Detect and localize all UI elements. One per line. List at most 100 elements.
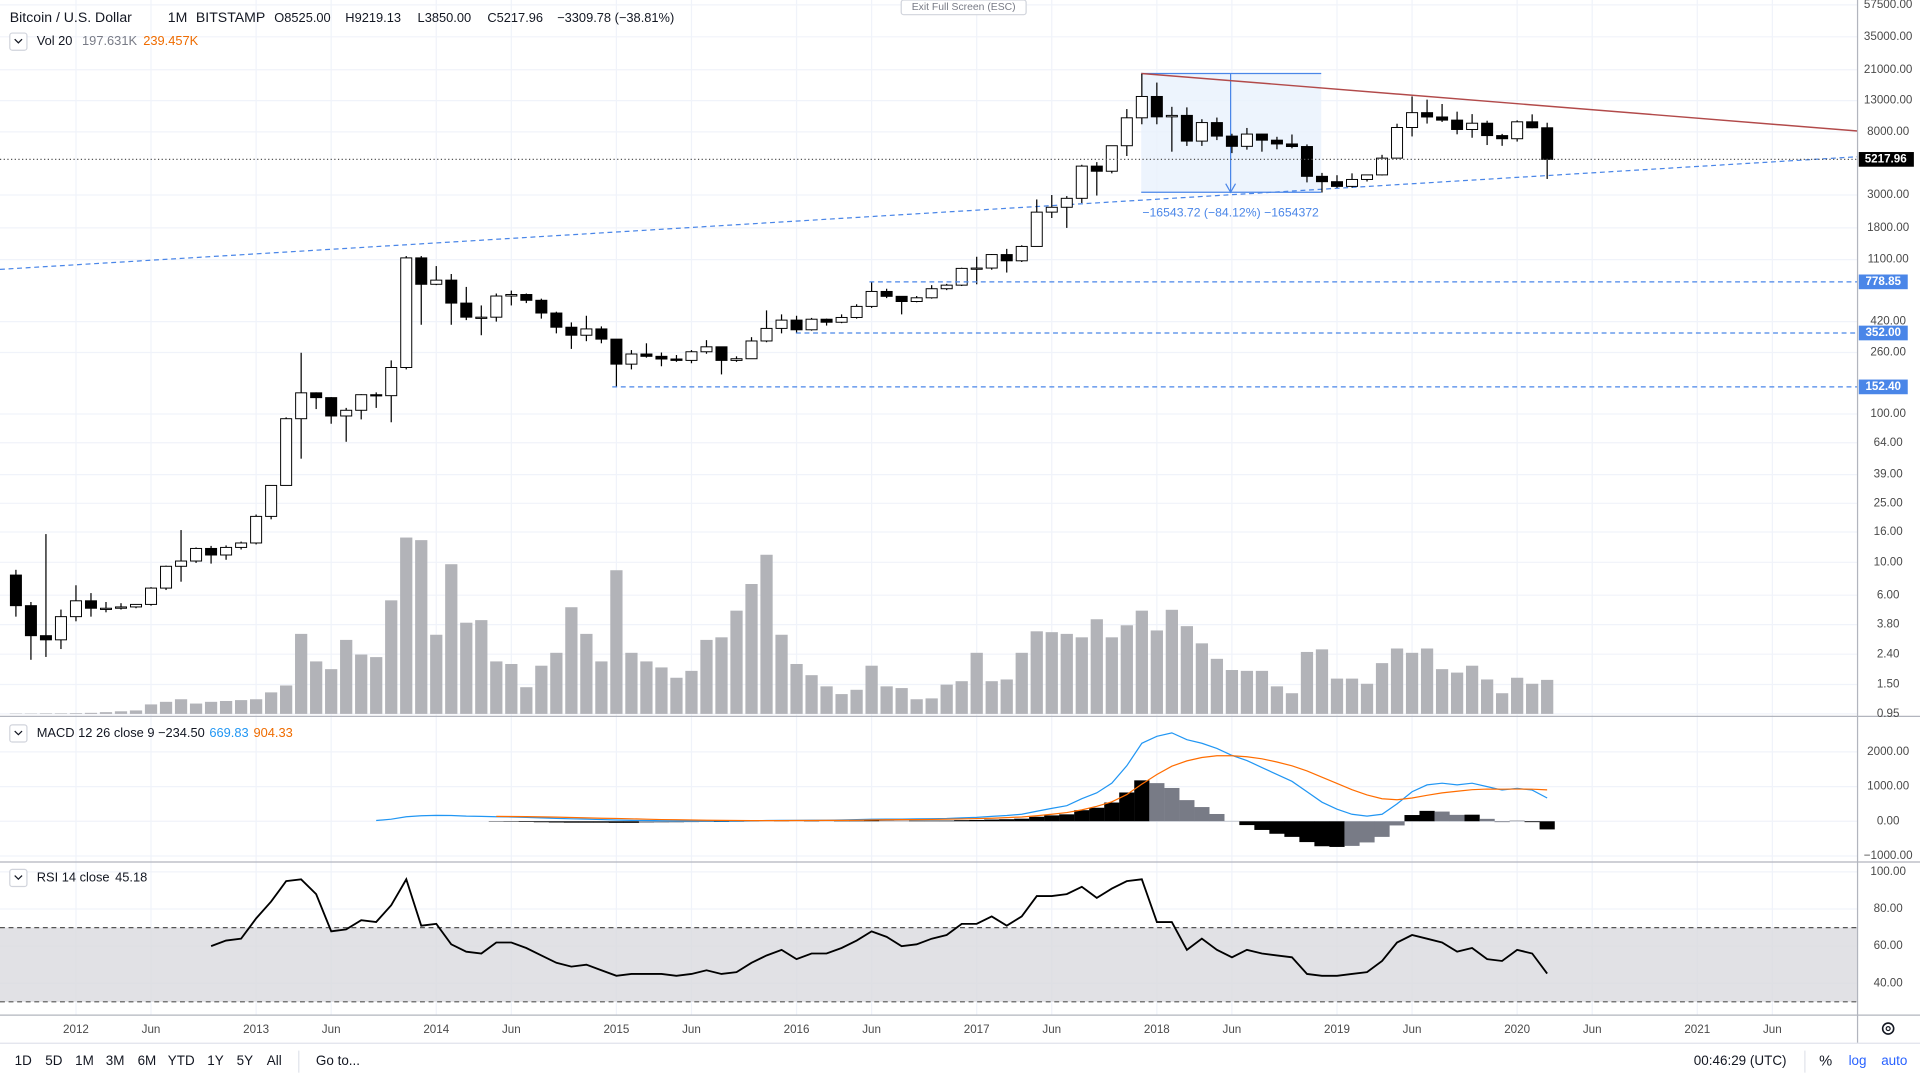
range-button[interactable]: 3M xyxy=(106,1053,125,1068)
candle-body xyxy=(1330,181,1343,187)
last-price-label: 5217.96 xyxy=(1865,152,1908,165)
volume-bar xyxy=(1120,625,1133,714)
volume-bar xyxy=(580,633,593,714)
x-tick-label: Jun xyxy=(1763,1023,1782,1036)
macd-histogram-bar xyxy=(623,821,640,823)
interval: 1M xyxy=(168,9,188,25)
y-tick-label: 100.00 xyxy=(1870,865,1906,878)
candle-body xyxy=(1120,117,1133,147)
candle-body xyxy=(625,353,638,365)
volume-bar xyxy=(1375,663,1389,714)
y-tick-label: 0.95 xyxy=(1877,707,1900,720)
y-tick-label: 13000.00 xyxy=(1864,94,1913,107)
candle-body xyxy=(1090,165,1103,172)
y-tick-label: 35000.00 xyxy=(1864,30,1913,43)
exit-fullscreen-button[interactable] xyxy=(900,0,1027,16)
volume-bar xyxy=(1240,670,1254,714)
x-tick-label: 2021 xyxy=(1684,1023,1710,1036)
goto-button[interactable]: Go to... xyxy=(316,1053,360,1068)
macd-histogram-bar xyxy=(1239,821,1255,826)
volume-bar xyxy=(745,583,758,714)
x-tick-label: Jun xyxy=(1223,1023,1242,1036)
toolbar: 1D 5D 1M 3M 6M YTD 1Y 5Y All xyxy=(15,1053,282,1068)
volume-bar xyxy=(69,713,83,714)
collapse-button[interactable] xyxy=(9,868,28,888)
candle-body xyxy=(1315,175,1328,183)
macd-histogram-bar xyxy=(1119,792,1135,822)
volume-bar xyxy=(655,667,668,714)
candle-body xyxy=(610,338,623,365)
range-button[interactable]: 6M xyxy=(138,1053,157,1068)
range-button[interactable]: 5D xyxy=(45,1053,62,1068)
volume-bar xyxy=(970,652,983,714)
y-tick-label: 40.00 xyxy=(1874,976,1904,989)
macd-histogram-bar xyxy=(1314,821,1330,847)
volume-bar xyxy=(790,663,803,714)
volume-bar xyxy=(340,639,353,714)
candle-body xyxy=(99,607,112,610)
volume-bar xyxy=(805,675,818,714)
volume-bar xyxy=(1345,678,1359,714)
macd-histogram-bar xyxy=(653,821,670,823)
macd-histogram-bar xyxy=(954,820,970,822)
volume-bar xyxy=(535,665,548,714)
volume-bar xyxy=(595,661,608,714)
candle-body xyxy=(805,318,818,331)
percent-toggle[interactable]: % xyxy=(1819,1054,1832,1070)
settings-gear[interactable] xyxy=(1881,1022,1895,1035)
volume-bar xyxy=(460,622,473,714)
log-toggle[interactable]: log xyxy=(1849,1053,1867,1068)
macd-histogram-bar xyxy=(849,820,865,822)
auto-toggle[interactable]: auto xyxy=(1881,1053,1907,1068)
level-tag xyxy=(1858,325,1908,341)
candle-body xyxy=(355,394,368,411)
settings-gear-center[interactable] xyxy=(1885,1026,1891,1032)
candle-body xyxy=(460,302,473,318)
volume-bar xyxy=(310,661,323,714)
volume-bar xyxy=(955,681,968,714)
y-tick-label: 3.80 xyxy=(1877,618,1900,631)
candle-body xyxy=(1466,122,1479,130)
level-tag-label: 352.00 xyxy=(1865,326,1901,339)
candle-body xyxy=(1210,122,1223,137)
chevron-icon xyxy=(14,38,23,44)
candle-body xyxy=(1015,245,1028,262)
settings-icon[interactable] xyxy=(1881,1022,1895,1035)
candle-body xyxy=(535,299,548,314)
y-tick-label: 64.00 xyxy=(1874,436,1904,449)
chevron-icon xyxy=(14,730,23,736)
volume-bar xyxy=(715,637,728,714)
grid xyxy=(0,0,1858,1016)
symbol: Bitcoin / U.S. Dollar xyxy=(10,9,132,25)
volume-bar xyxy=(385,600,398,714)
collapse-button[interactable] xyxy=(9,32,28,51)
macd-histogram-bar xyxy=(1074,810,1090,822)
macd-histogram-bar xyxy=(1149,783,1165,822)
candle-body xyxy=(1195,122,1208,142)
range-button[interactable]: YTD xyxy=(168,1053,195,1068)
range-button[interactable]: 5Y xyxy=(237,1053,253,1068)
candle-body xyxy=(1526,121,1539,129)
candle-body xyxy=(190,547,203,562)
macd-histogram-bar xyxy=(1434,811,1450,822)
y-tick-label: 1100.00 xyxy=(1868,253,1910,266)
axes: 2012 Jun 2013 Jun 2014 Jun 2015 Jun 2016 Jun 2017 J… xyxy=(63,0,1914,1036)
exit-fullscreen-label[interactable]: Exit Full Screen (ESC) xyxy=(912,2,1016,13)
plot: −16543.72 (−84.12%) −1654372 xyxy=(0,73,1858,1003)
candle-body xyxy=(1225,135,1238,147)
candle-body xyxy=(415,257,428,285)
macd-histogram-bar xyxy=(894,820,910,822)
x-tick-label: 2014 xyxy=(423,1023,449,1036)
collapse-button[interactable] xyxy=(9,724,28,743)
macd-histogram-bar xyxy=(563,821,579,823)
range-button[interactable]: 1M xyxy=(75,1053,94,1068)
range-button[interactable]: All xyxy=(267,1053,282,1068)
y-tick-label: 1800.00 xyxy=(1867,221,1910,234)
y-tick-label: 16.00 xyxy=(1874,525,1904,538)
candle-body xyxy=(790,319,803,331)
macd-histogram-bar xyxy=(683,821,700,823)
ohlc-close: C5217.96 xyxy=(487,10,543,25)
range-button[interactable]: 1Y xyxy=(207,1053,223,1068)
range-button[interactable]: 1D xyxy=(15,1053,32,1068)
volume-bar xyxy=(1195,643,1209,714)
